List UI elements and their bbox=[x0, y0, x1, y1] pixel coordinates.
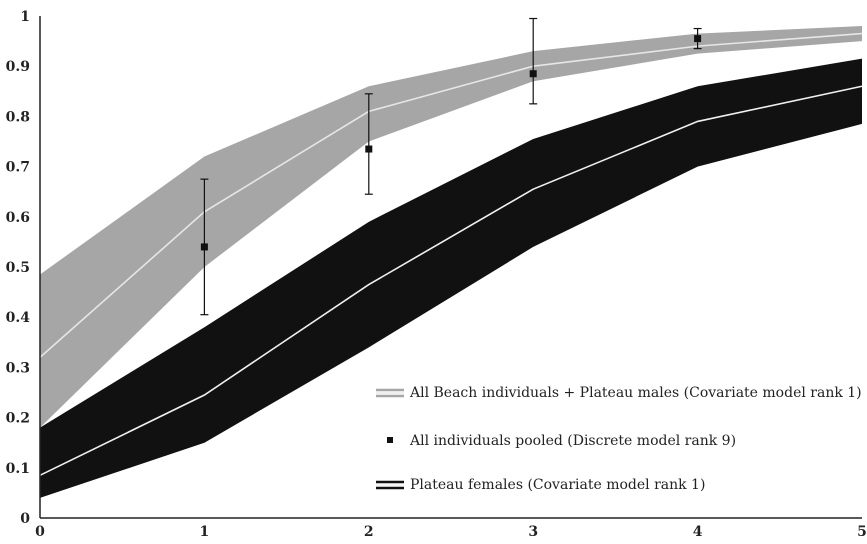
tick-labels: 0 0.1 0.2 0.3 0.4 0.5 0.6 0.7 0.8 0.9 1 0 1 2 3 4 5 bbox=[6, 9, 867, 540]
data-point bbox=[365, 145, 373, 153]
mean-line-0 bbox=[39, 32, 863, 358]
y-tick-label: 0.8 bbox=[6, 109, 30, 125]
legend-symbol-point bbox=[387, 437, 393, 443]
y-tick-label: 0.6 bbox=[6, 210, 30, 226]
y-tick-label: 1 bbox=[20, 9, 30, 25]
axes bbox=[39, 16, 862, 519]
legend-label: All individuals pooled (Discrete model r… bbox=[409, 433, 736, 449]
x-tick-label: 1 bbox=[200, 524, 210, 540]
mean-line-2 bbox=[39, 85, 863, 477]
y-tick-label: 0.4 bbox=[6, 310, 31, 326]
data-point bbox=[529, 70, 537, 78]
y-tick-label: 0.9 bbox=[6, 59, 30, 75]
legend-label: All Beach individuals + Plateau males (C… bbox=[409, 385, 862, 401]
y-tick-label: 0.5 bbox=[6, 260, 30, 276]
x-tick-label: 4 bbox=[693, 524, 703, 540]
y-tick-label: 0.2 bbox=[6, 411, 30, 427]
y-tick-label: 0 bbox=[20, 511, 30, 527]
data-point bbox=[694, 35, 702, 43]
y-tick-label: 0.1 bbox=[6, 461, 30, 477]
data-point bbox=[200, 243, 208, 251]
confidence-bands bbox=[39, 26, 863, 498]
x-tick-label: 3 bbox=[528, 524, 538, 540]
y-tick-label: 0.7 bbox=[6, 160, 30, 176]
data-points bbox=[200, 17, 702, 316]
x-tick-label: 5 bbox=[857, 524, 867, 540]
band-2 bbox=[40, 58, 862, 498]
legend-label: Plateau females (Covariate model rank 1) bbox=[410, 477, 705, 493]
x-tick-label: 0 bbox=[35, 524, 45, 540]
x-tick-label: 2 bbox=[364, 524, 374, 540]
legend: All Beach individuals + Plateau males (C… bbox=[376, 385, 862, 493]
y-tick-label: 0.3 bbox=[6, 360, 30, 376]
